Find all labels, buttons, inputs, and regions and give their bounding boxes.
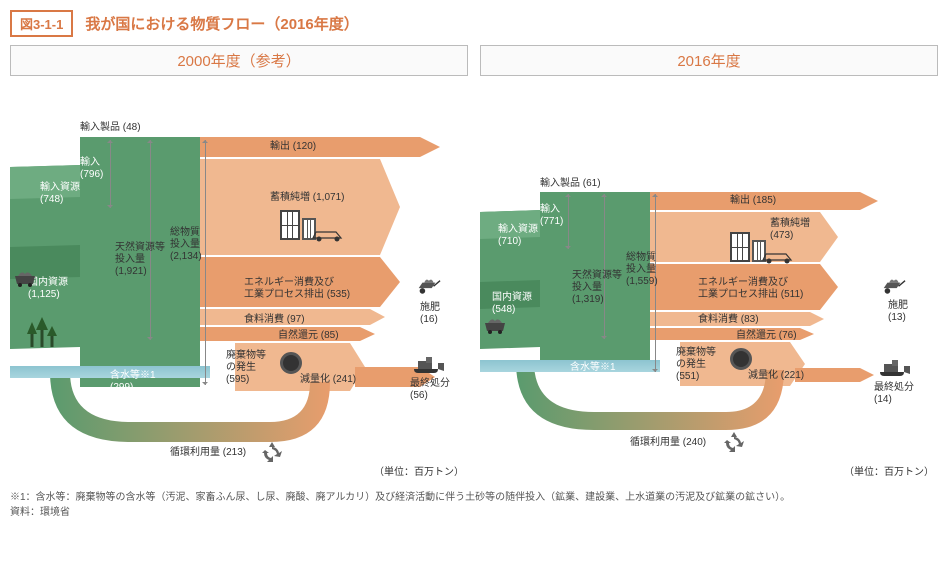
recycle-icon bbox=[722, 430, 746, 454]
lbl-imported-res: 輸入資源(710) bbox=[498, 224, 538, 248]
lbl-food: 食料消費 (83) bbox=[698, 314, 759, 326]
bulldozer-icon bbox=[878, 360, 910, 378]
lbl-exports: 輸出 (185) bbox=[730, 195, 776, 207]
unit-label: （単位：百万トン） bbox=[844, 463, 934, 478]
lbl-natural-input: 天然資源等 投入量 (1,921) bbox=[115, 242, 165, 278]
footnote-2: 資料：環境省 bbox=[10, 505, 938, 520]
lbl-accumulation: 蓄積純増(473) bbox=[770, 218, 810, 242]
lbl-natural-input: 天然資源等 投入量 (1,319) bbox=[572, 270, 622, 306]
sankey-2000: 輸入製品 (48) 輸入(796) 輸入資源(748) 国内資源(1,125) … bbox=[10, 82, 468, 482]
lbl-total-input: 総物質 投入量 (1,559) bbox=[626, 252, 658, 288]
arrow-imports bbox=[110, 140, 111, 208]
lbl-energy: エネルギー消費及び 工業プロセス排出 (535) bbox=[244, 277, 350, 301]
tree-icon bbox=[22, 312, 62, 355]
lbl-final: 最終処分(56) bbox=[410, 378, 450, 402]
lbl-reduction: 減量化 (241) bbox=[300, 374, 356, 386]
lbl-imports: 輸入(771) bbox=[540, 204, 563, 228]
panel-2016: 2016年度 bbox=[480, 45, 938, 482]
tire-icon bbox=[280, 352, 302, 374]
lbl-accumulation: 蓄積純増 (1,071) bbox=[270, 192, 344, 204]
wheelbarrow-icon bbox=[415, 277, 441, 295]
tire-icon bbox=[730, 348, 752, 370]
building-icon bbox=[730, 232, 766, 262]
lbl-imports: 輸入(796) bbox=[80, 157, 103, 181]
lbl-reduction: 減量化 (221) bbox=[748, 370, 804, 382]
panel-title-2016: 2016年度 bbox=[480, 45, 938, 76]
figure-header: 図3-1-1 我が国における物質フロー（2016年度） bbox=[10, 10, 938, 37]
lbl-food: 食料消費 (97) bbox=[244, 314, 305, 326]
lbl-recycled: 循環利用量 (213) bbox=[170, 447, 246, 459]
panels-container: 2000年度（参考） bbox=[10, 45, 938, 482]
lbl-total-input: 総物質 投入量 (2,134) bbox=[170, 227, 202, 263]
panel-title-2000: 2000年度（参考） bbox=[10, 45, 468, 76]
lbl-imported-products: 輸入製品 (48) bbox=[80, 122, 141, 134]
lbl-imported-products: 輸入製品 (61) bbox=[540, 178, 601, 190]
lbl-domestic: 国内資源(548) bbox=[492, 292, 532, 316]
lbl-natural-return: 自然還元 (85) bbox=[278, 330, 339, 342]
arrow-total bbox=[205, 140, 206, 385]
recycle-icon bbox=[260, 440, 284, 464]
figure-title: 我が国における物質フロー（2016年度） bbox=[85, 13, 358, 34]
lbl-recycled: 循環利用量 (240) bbox=[630, 437, 706, 449]
lbl-water: 含水等※1(299) bbox=[110, 370, 156, 394]
lbl-energy: エネルギー消費及び 工業プロセス排出 (511) bbox=[698, 277, 803, 301]
footnote-1: ※1：含水等：廃棄物等の含水等（汚泥、家畜ふん尿、し尿、廃酸、廃アルカリ）及び経… bbox=[10, 490, 938, 505]
arrow-imports bbox=[568, 194, 569, 249]
wheelbarrow-icon bbox=[880, 277, 906, 295]
lbl-water: 含水等※1(257) bbox=[570, 362, 616, 386]
sankey-2016: 輸入製品 (61) 輸入(771) 輸入資源(710) 国内資源(548) 天然… bbox=[480, 82, 938, 482]
lbl-final: 最終処分(14) bbox=[874, 382, 914, 406]
lbl-waste: 廃棄物等 の発生 (551) bbox=[676, 347, 716, 383]
unit-label: （単位：百万トン） bbox=[374, 463, 464, 478]
minecart-icon bbox=[482, 317, 508, 335]
arrow-natural bbox=[604, 194, 605, 339]
panel-2000: 2000年度（参考） bbox=[10, 45, 468, 482]
footnotes: ※1：含水等：廃棄物等の含水等（汚泥、家畜ふん尿、し尿、廃酸、廃アルカリ）及び経… bbox=[10, 490, 938, 520]
lbl-exports: 輸出 (120) bbox=[270, 141, 316, 153]
figure-number: 図3-1-1 bbox=[10, 10, 73, 37]
lbl-natural-return: 自然還元 (76) bbox=[736, 330, 797, 342]
lbl-fertilizer: 施肥(13) bbox=[888, 300, 908, 324]
lbl-waste: 廃棄物等 の発生 (595) bbox=[226, 350, 266, 386]
minecart-icon bbox=[12, 270, 38, 288]
lbl-fertilizer: 施肥(16) bbox=[420, 302, 440, 326]
building-icon bbox=[280, 210, 316, 240]
bulldozer-icon bbox=[412, 357, 444, 375]
arrow-natural bbox=[150, 140, 151, 340]
lbl-imported-res: 輸入資源(748) bbox=[40, 182, 80, 206]
